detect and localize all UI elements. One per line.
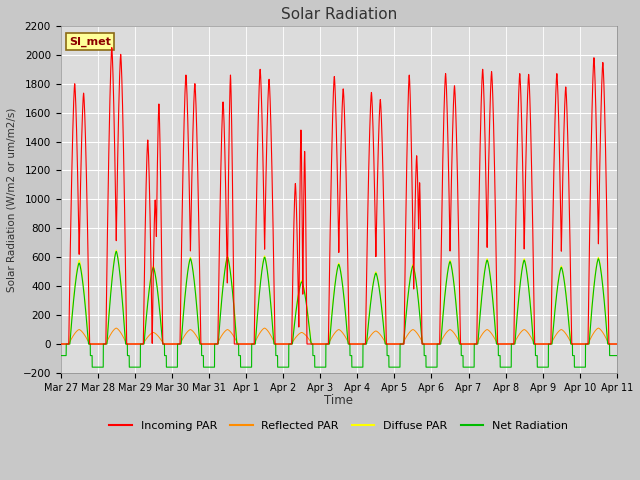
Text: SI_met: SI_met (69, 36, 111, 47)
X-axis label: Time: Time (324, 394, 353, 407)
Title: Solar Radiation: Solar Radiation (280, 7, 397, 22)
Legend: Incoming PAR, Reflected PAR, Diffuse PAR, Net Radiation: Incoming PAR, Reflected PAR, Diffuse PAR… (105, 416, 573, 435)
Y-axis label: Solar Radiation (W/m2 or um/m2/s): Solar Radiation (W/m2 or um/m2/s) (7, 107, 17, 292)
